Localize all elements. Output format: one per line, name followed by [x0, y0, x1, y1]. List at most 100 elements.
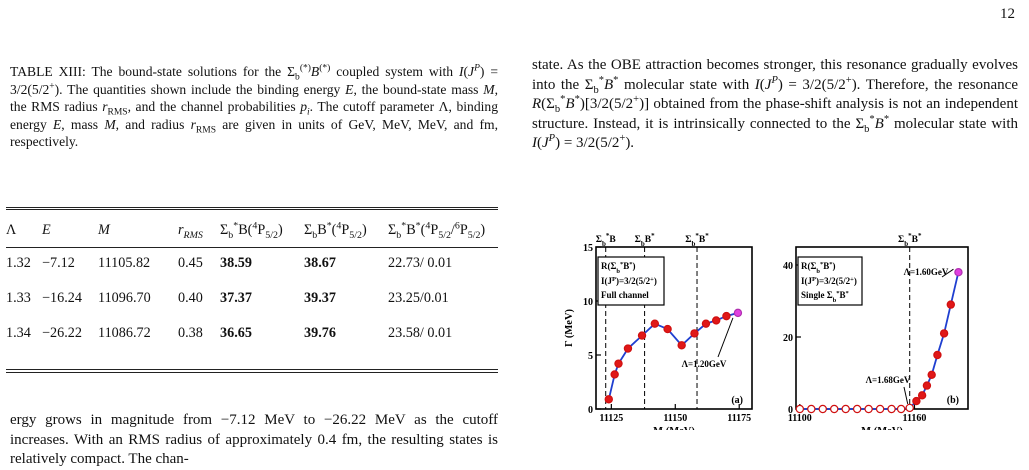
table-header-row: Λ E M rRMS Σb*B(4P5/2) ΣbB*(4P5/2) Σb*B*… — [6, 215, 498, 246]
x-tick-label: 11100 — [788, 413, 812, 424]
cell-p2: 38.67 — [304, 255, 336, 271]
header-mass: M — [98, 222, 110, 238]
data-point — [795, 404, 805, 414]
data-point — [650, 319, 660, 328]
data-point — [922, 381, 932, 390]
header-channel-2: ΣbB*(4P5/2) — [304, 220, 367, 241]
data-point — [677, 341, 686, 350]
annotation-arrow — [941, 268, 954, 278]
body-text-left: ergy grows in magnitude from −7.12 MeV t… — [10, 412, 498, 467]
y-tick-label: 5 — [588, 351, 593, 362]
data-point — [933, 350, 942, 360]
threshold-label: Σb*B — [596, 232, 617, 248]
cell-p1: 36.65 — [220, 325, 252, 341]
data-point — [939, 329, 949, 338]
cell-energy: −16.24 — [42, 290, 82, 306]
legend-box — [597, 256, 665, 306]
cell-p3: 23.25/0.01 — [388, 290, 449, 306]
data-point — [896, 404, 906, 414]
y-tick-label: 0 — [788, 405, 793, 416]
data-point — [663, 324, 672, 334]
table-caption: TABLE XIII: The bound-state solutions fo… — [10, 63, 498, 149]
data-point — [733, 308, 743, 318]
chart-panel-b: 111001116002040M (MeV)Σb*B*R(Σb*B*)I(JP)… — [783, 232, 969, 430]
chart-panel-a: 11125 11150 11175 0 5 10 15 M (MeV) Γ (MeV) Σb*B Σ… — [564, 232, 753, 430]
annotation-label: Λ=1.60GeV — [904, 267, 949, 277]
data-point — [887, 404, 896, 414]
cell-lambda: 1.34 — [6, 325, 31, 341]
data-point — [954, 268, 963, 277]
y-tick-label: 10 — [583, 297, 593, 308]
cell-energy: −7.12 — [42, 255, 75, 271]
results-table: Λ E M rRMS Σb*B(4P5/2) ΣbB*(4P5/2) Σb*B*… — [6, 215, 498, 351]
cell-rms: 0.40 — [178, 290, 203, 306]
header-channel-1: Σb*B(4P5/2) — [220, 220, 283, 241]
data-point — [807, 404, 816, 414]
annotation-arrow — [717, 317, 734, 358]
table-row: 1.33 −16.24 11096.70 0.40 37.37 39.37 23… — [6, 281, 498, 316]
x-tick-label: 11160 — [903, 413, 927, 424]
data-point — [604, 395, 613, 404]
cell-mass: 11096.70 — [98, 290, 151, 306]
threshold-label: Σb*B* — [685, 232, 709, 248]
cell-energy: −26.22 — [42, 325, 82, 341]
table-top-rule-2 — [6, 209, 498, 210]
data-point — [830, 404, 839, 414]
table-bottom-rule — [6, 369, 498, 370]
annotation-arrow — [903, 386, 909, 405]
x-tick-label: 11175 — [727, 413, 751, 424]
panel-label: (b) — [947, 395, 959, 406]
y-tick-label: 15 — [583, 243, 593, 254]
y-tick-label: 20 — [783, 333, 793, 344]
legend-line: I(JP)=3/2(5/2+) — [801, 276, 857, 287]
cell-lambda: 1.33 — [6, 290, 31, 306]
cell-p1: 37.37 — [220, 290, 252, 306]
cell-p3: 22.73/ 0.01 — [388, 255, 453, 271]
data-point — [614, 359, 623, 368]
header-lambda: Λ — [6, 222, 17, 238]
data-point — [722, 311, 731, 321]
data-point — [917, 391, 927, 400]
cell-p2: 39.76 — [304, 325, 336, 341]
legend-line: Full channel — [601, 290, 649, 300]
data-point — [912, 396, 921, 406]
y-tick-label: 0 — [588, 405, 593, 416]
data-point — [637, 331, 647, 340]
data-point — [927, 370, 936, 379]
data-point — [864, 404, 873, 414]
cell-mass: 11105.82 — [98, 255, 151, 271]
data-point — [818, 404, 827, 414]
legend-box — [797, 256, 863, 306]
x-tick-label: 11125 — [599, 413, 623, 424]
data-point — [946, 300, 955, 309]
x-axis-label: M (MeV) — [861, 426, 903, 430]
data-point — [852, 404, 862, 414]
data-point — [841, 404, 850, 414]
cell-rms: 0.38 — [178, 325, 203, 341]
data-point — [690, 329, 699, 338]
data-point — [610, 370, 619, 379]
cell-lambda: 1.32 — [6, 255, 31, 271]
cell-mass: 11086.72 — [98, 325, 151, 341]
data-point — [623, 344, 633, 353]
table-row: 1.34 −26.22 11086.72 0.38 36.65 39.76 23… — [6, 316, 498, 351]
legend-line: I(JP)=3/2(5/2+) — [601, 276, 657, 287]
data-point — [905, 403, 914, 413]
header-channel-3: Σb*B*(4P5/2/6P5/2) — [388, 220, 486, 241]
table-bottom-rule-2 — [6, 372, 498, 373]
threshold-label: ΣbB* — [635, 232, 655, 248]
cell-p2: 39.37 — [304, 290, 336, 306]
cell-p3: 23.58/ 0.01 — [388, 325, 453, 341]
annotation-label: Λ=1.68GeV — [866, 375, 911, 385]
x-tick-label: 11150 — [663, 413, 687, 424]
table-header-rule — [6, 247, 498, 248]
threshold-label: Σb*B* — [898, 232, 922, 248]
plot-frame — [595, 246, 753, 410]
table-row: 1.32 −7.12 11105.82 0.45 38.59 38.67 22.… — [6, 246, 498, 281]
header-rms: rRMS — [178, 222, 203, 241]
cell-p1: 38.59 — [220, 255, 252, 271]
cell-rms: 0.45 — [178, 255, 203, 271]
x-axis-label: M (MeV) — [653, 426, 695, 430]
data-point — [701, 319, 711, 328]
data-point — [711, 316, 721, 325]
